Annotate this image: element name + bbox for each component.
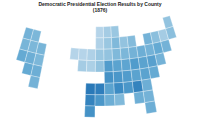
county-cell [105,94,115,106]
county-cell [163,16,174,29]
county-cell [96,27,104,38]
county-cell [131,69,142,81]
county-cell [28,76,40,89]
county-cell [86,60,95,72]
county-cell [142,79,153,92]
county-cell [122,70,132,82]
map-figure: Democratic Presidential Election Results… [0,0,200,121]
county-cell [114,82,124,94]
county-cell [70,48,79,60]
county-cell [78,49,87,61]
county-cell [87,49,96,61]
county-cell [123,81,134,93]
county-cell [111,37,120,49]
county-cell [105,83,115,95]
county-cell [121,59,131,71]
county-cell [104,60,113,72]
county-cell [95,49,104,60]
county-cell [104,72,114,84]
county-cell [95,61,104,72]
county-cell [166,26,177,39]
county-cell [120,48,129,60]
county-cell [155,53,166,66]
county-cell [113,71,123,83]
county-cell [143,90,155,103]
county-cell [145,101,157,114]
county-cell [95,95,105,106]
county-cell [119,36,128,48]
county-cell [104,49,113,61]
county-cell [114,94,125,106]
county-cell [134,91,145,103]
map-cells [16,16,176,118]
county-cell [111,26,119,38]
county-cell [85,83,95,95]
county-cell [31,64,42,77]
county-cell [103,26,111,37]
title-line: (1876) [93,7,108,13]
county-cell [104,38,112,50]
county-cell [78,60,87,72]
county-cell [95,83,105,94]
county-cell [161,40,172,53]
title: Democratic Presidential Election Results… [38,1,161,13]
county-cell [96,38,104,49]
county-cell [31,29,42,42]
county-cell [33,53,44,66]
county-cell [85,95,95,107]
county-cell [127,35,136,47]
county-cell [85,106,95,117]
county-cell [149,66,160,79]
county-cell [36,42,47,55]
county-cell [112,48,121,60]
county-cell [113,60,123,72]
county-cell [132,80,143,93]
